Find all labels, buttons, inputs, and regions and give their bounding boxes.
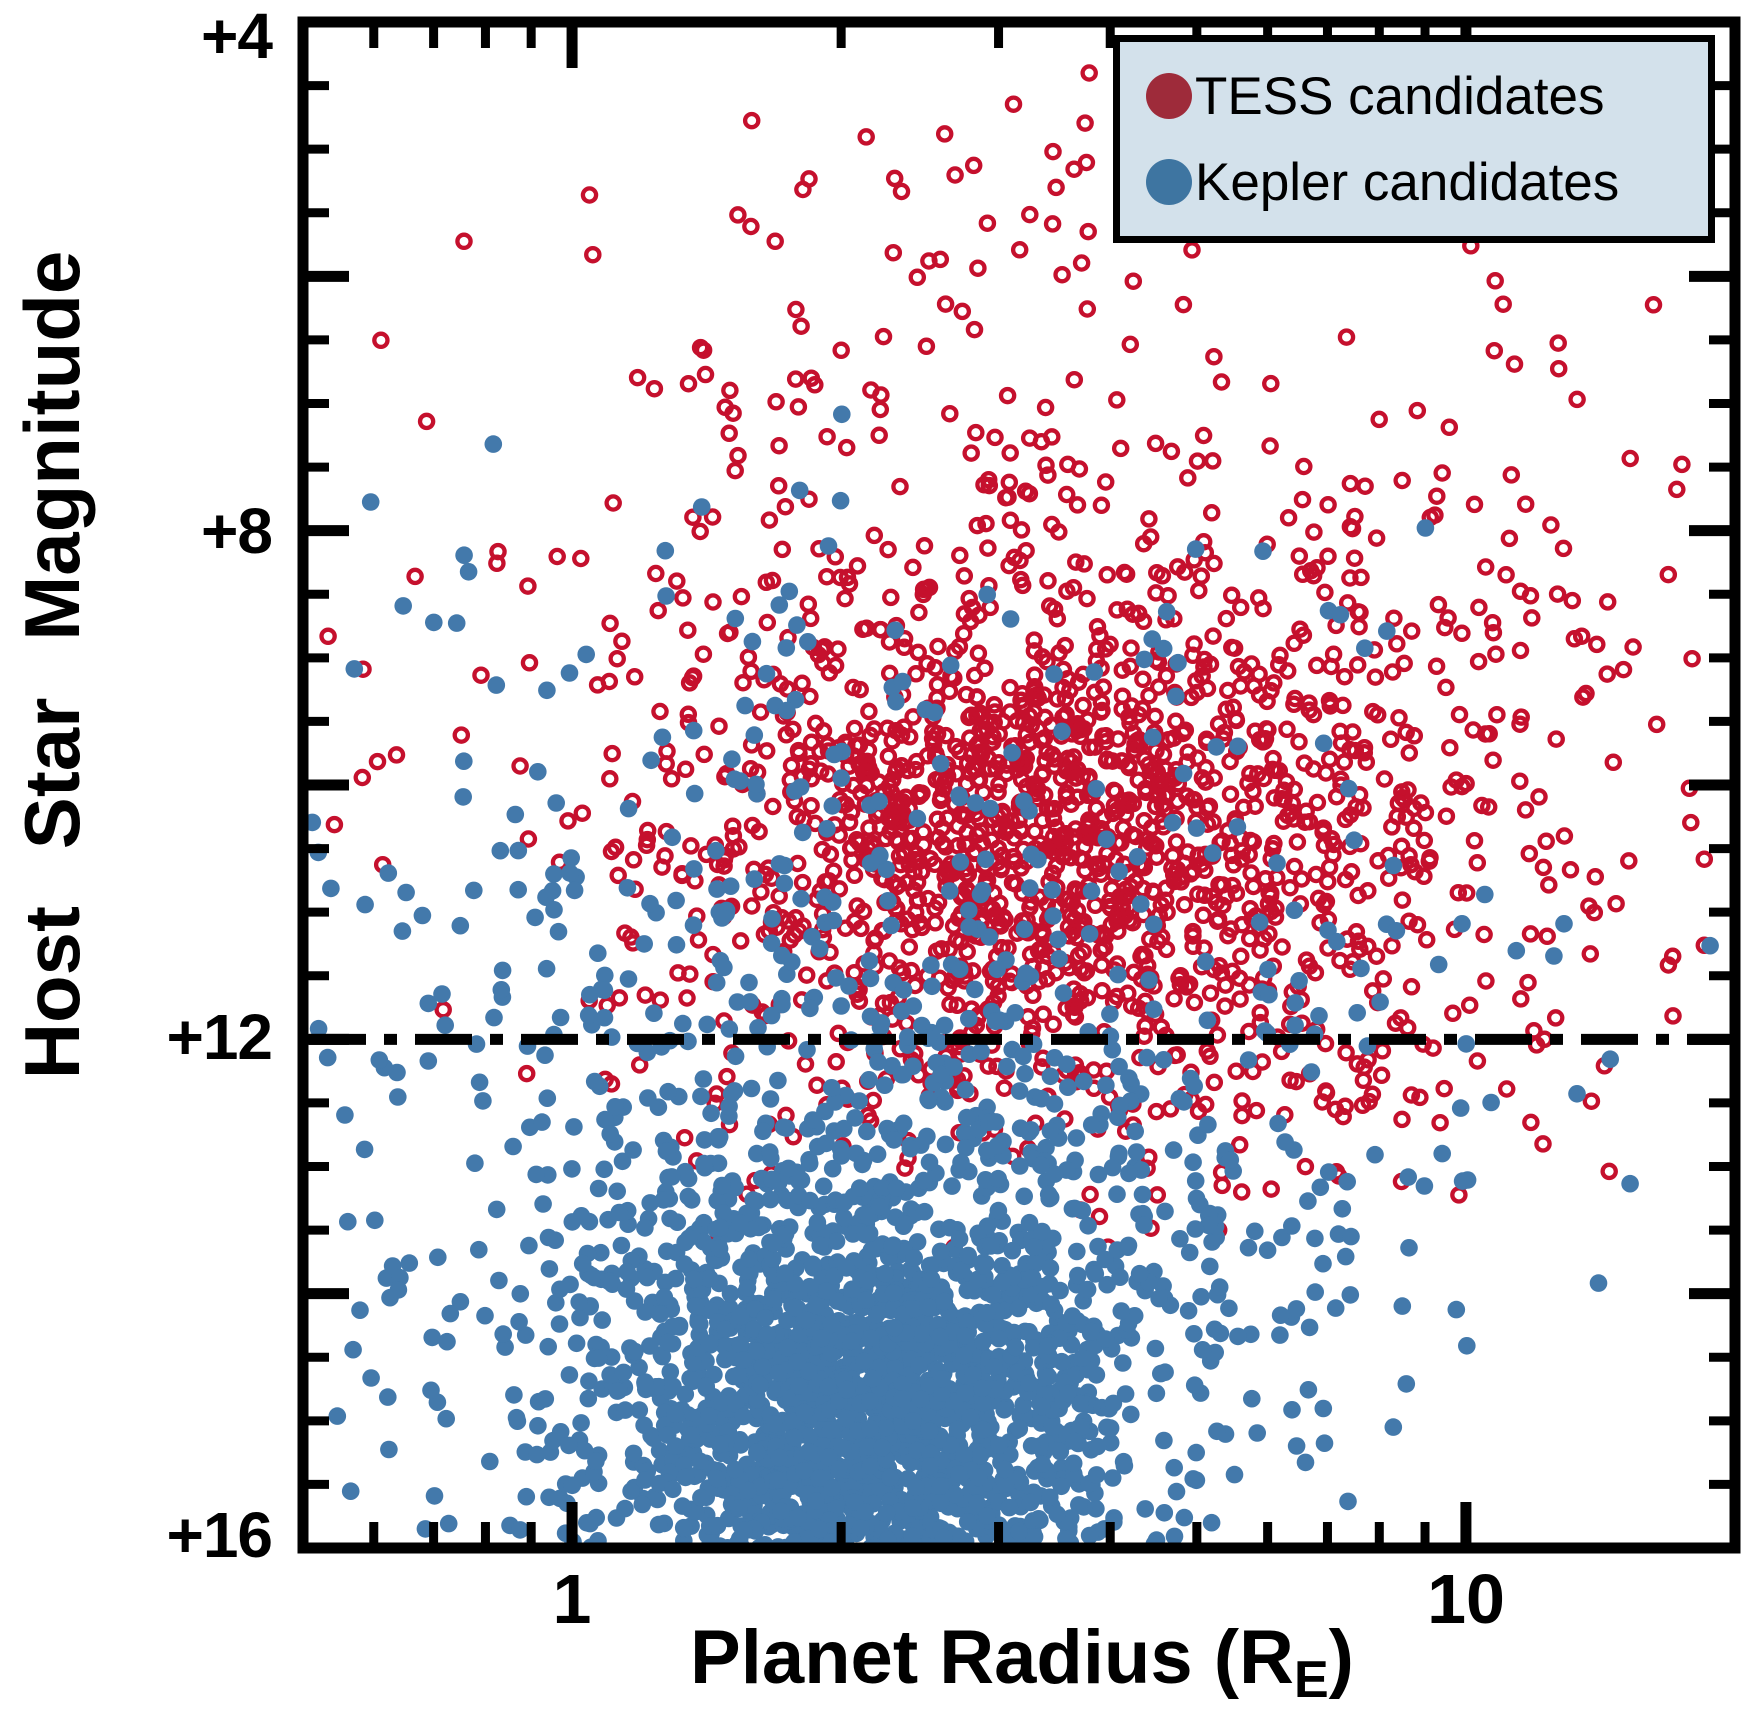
kepler-legend-label: Kepler candidates (1195, 152, 1620, 212)
kepler-points (308, 405, 1719, 1543)
tess-points (319, 64, 1714, 1257)
kepler-legend-marker-icon (1146, 159, 1192, 205)
tess-legend-marker-icon (1146, 73, 1192, 119)
x-axis-title: Planet Radius (RE) (522, 1606, 1522, 1710)
legend: TESS candidates Kepler candidates (1113, 35, 1715, 243)
legend-entry-kepler: Kepler candidates (1146, 146, 1708, 218)
y-tick-label-plus12: +12 (166, 1001, 273, 1073)
x-axis-title-main: Planet Radius (R (690, 1615, 1294, 1700)
y-tick-label-plus8: +8 (201, 495, 273, 567)
y-tick-label-plus4: +4 (201, 0, 273, 72)
plot-frame (297, 16, 1741, 1554)
tess-legend-label: TESS candidates (1195, 66, 1605, 126)
x-tick-label-10: 10 (1427, 1560, 1505, 1638)
y-axis-title: Host Star Magnitude (8, 250, 96, 1080)
x-axis-title-subscript: E (1293, 1651, 1329, 1709)
legend-entry-tess: TESS candidates (1146, 60, 1708, 132)
y-tick-label-plus16: +16 (166, 1499, 273, 1571)
x-tick-label-1: 1 (552, 1560, 592, 1638)
x-axis-title-close: ) (1328, 1615, 1354, 1700)
